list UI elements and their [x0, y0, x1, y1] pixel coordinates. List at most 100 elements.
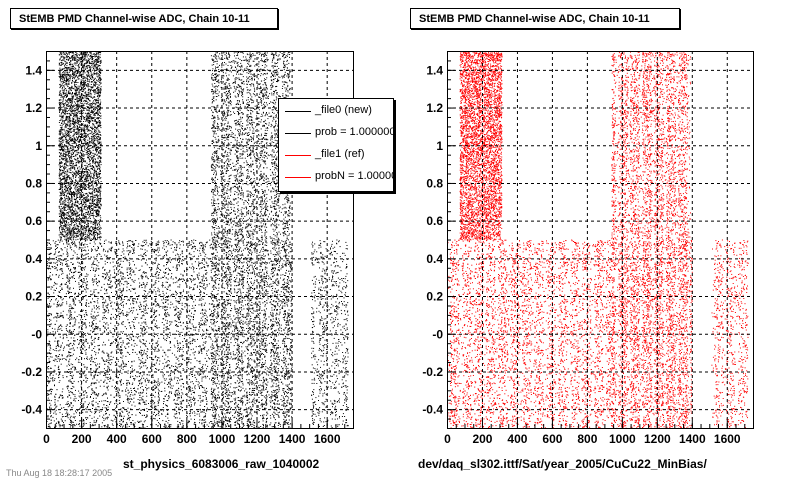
left-point: [71, 105, 73, 107]
left-point: [85, 165, 87, 167]
left-point: [77, 61, 79, 63]
left-point: [63, 214, 65, 216]
left-point: [77, 160, 79, 162]
left-point: [92, 205, 94, 206]
left-point: [82, 87, 84, 88]
left-point: [61, 223, 63, 224]
left-point: [90, 136, 92, 138]
left-point: [274, 164, 276, 166]
left-point: [96, 202, 98, 204]
left-point: [66, 101, 68, 103]
left-point: [85, 54, 87, 56]
left-point: [88, 114, 90, 116]
left-point: [214, 136, 216, 138]
left-point: [68, 176, 70, 178]
left-point: [59, 120, 61, 122]
left-point: [85, 84, 87, 86]
left-point: [217, 55, 219, 57]
left-point: [60, 129, 62, 131]
left-point: [82, 167, 84, 169]
left-point: [98, 53, 100, 55]
left-point: [76, 235, 78, 237]
left-point: [95, 185, 97, 187]
left-point: [63, 98, 64, 100]
left-point: [224, 235, 226, 237]
left-point: [68, 102, 70, 104]
left-point: [94, 190, 96, 192]
left-point: [215, 133, 217, 135]
left-point: [82, 228, 84, 230]
left-point: [95, 237, 96, 239]
left-point: [68, 218, 70, 220]
left-point: [95, 188, 97, 190]
left-point: [66, 159, 68, 161]
left-point: [79, 199, 81, 200]
left-point: [100, 88, 102, 90]
left-point: [74, 73, 76, 75]
left-point: [75, 104, 77, 106]
left-point: [84, 66, 86, 68]
left-point: [85, 181, 87, 182]
left-point: [226, 233, 228, 234]
left-point: [69, 236, 70, 238]
left-point: [79, 229, 81, 231]
left-point: [78, 121, 80, 123]
left-point: [100, 106, 101, 108]
left-point: [60, 194, 62, 196]
left-point: [74, 213, 76, 215]
left-point: [91, 138, 93, 140]
left-point: [60, 161, 62, 163]
left-point: [60, 239, 62, 241]
left-point: [64, 209, 66, 211]
left-point: [94, 158, 96, 160]
left-point: [64, 134, 66, 136]
left-point: [78, 162, 80, 164]
left-point: [214, 165, 216, 167]
left-point: [69, 68, 71, 70]
left-point: [65, 119, 67, 121]
left-point: [70, 57, 72, 59]
left-point: [68, 58, 70, 60]
left-point: [59, 80, 61, 82]
left-point: [63, 81, 65, 83]
left-point: [94, 65, 96, 67]
left-point: [93, 233, 95, 235]
left-point: [78, 188, 80, 189]
left-point: [88, 122, 90, 124]
left-point: [66, 134, 67, 136]
left-point: [87, 226, 89, 228]
left-point: [99, 194, 101, 196]
left-point: [65, 200, 67, 202]
left-point: [80, 234, 82, 236]
left-point: [72, 87, 74, 89]
left-point: [97, 213, 99, 215]
left-point: [100, 157, 101, 159]
left-point: [100, 177, 102, 179]
left-point: [67, 199, 69, 201]
left-point: [89, 58, 91, 60]
left-point: [59, 142, 61, 144]
left-point: [69, 137, 71, 139]
left-point: [98, 60, 100, 62]
left-point: [89, 121, 91, 123]
left-point: [88, 158, 90, 160]
left-point: [68, 83, 70, 85]
left-point: [62, 150, 64, 152]
left-point: [211, 83, 213, 85]
left-point: [68, 176, 70, 178]
left-point: [63, 135, 65, 137]
left-point: [75, 115, 77, 117]
left-point: [98, 213, 100, 215]
left-point: [95, 174, 97, 176]
left-point: [60, 208, 62, 210]
left-point: [80, 128, 82, 130]
left-point: [88, 112, 90, 114]
left-point: [74, 71, 76, 73]
left-point: [99, 195, 101, 197]
left-point: [85, 124, 87, 126]
left-point: [258, 113, 260, 115]
left-point: [63, 120, 65, 122]
left-point: [99, 108, 101, 110]
left-point: [70, 232, 72, 234]
left-point: [64, 236, 66, 238]
